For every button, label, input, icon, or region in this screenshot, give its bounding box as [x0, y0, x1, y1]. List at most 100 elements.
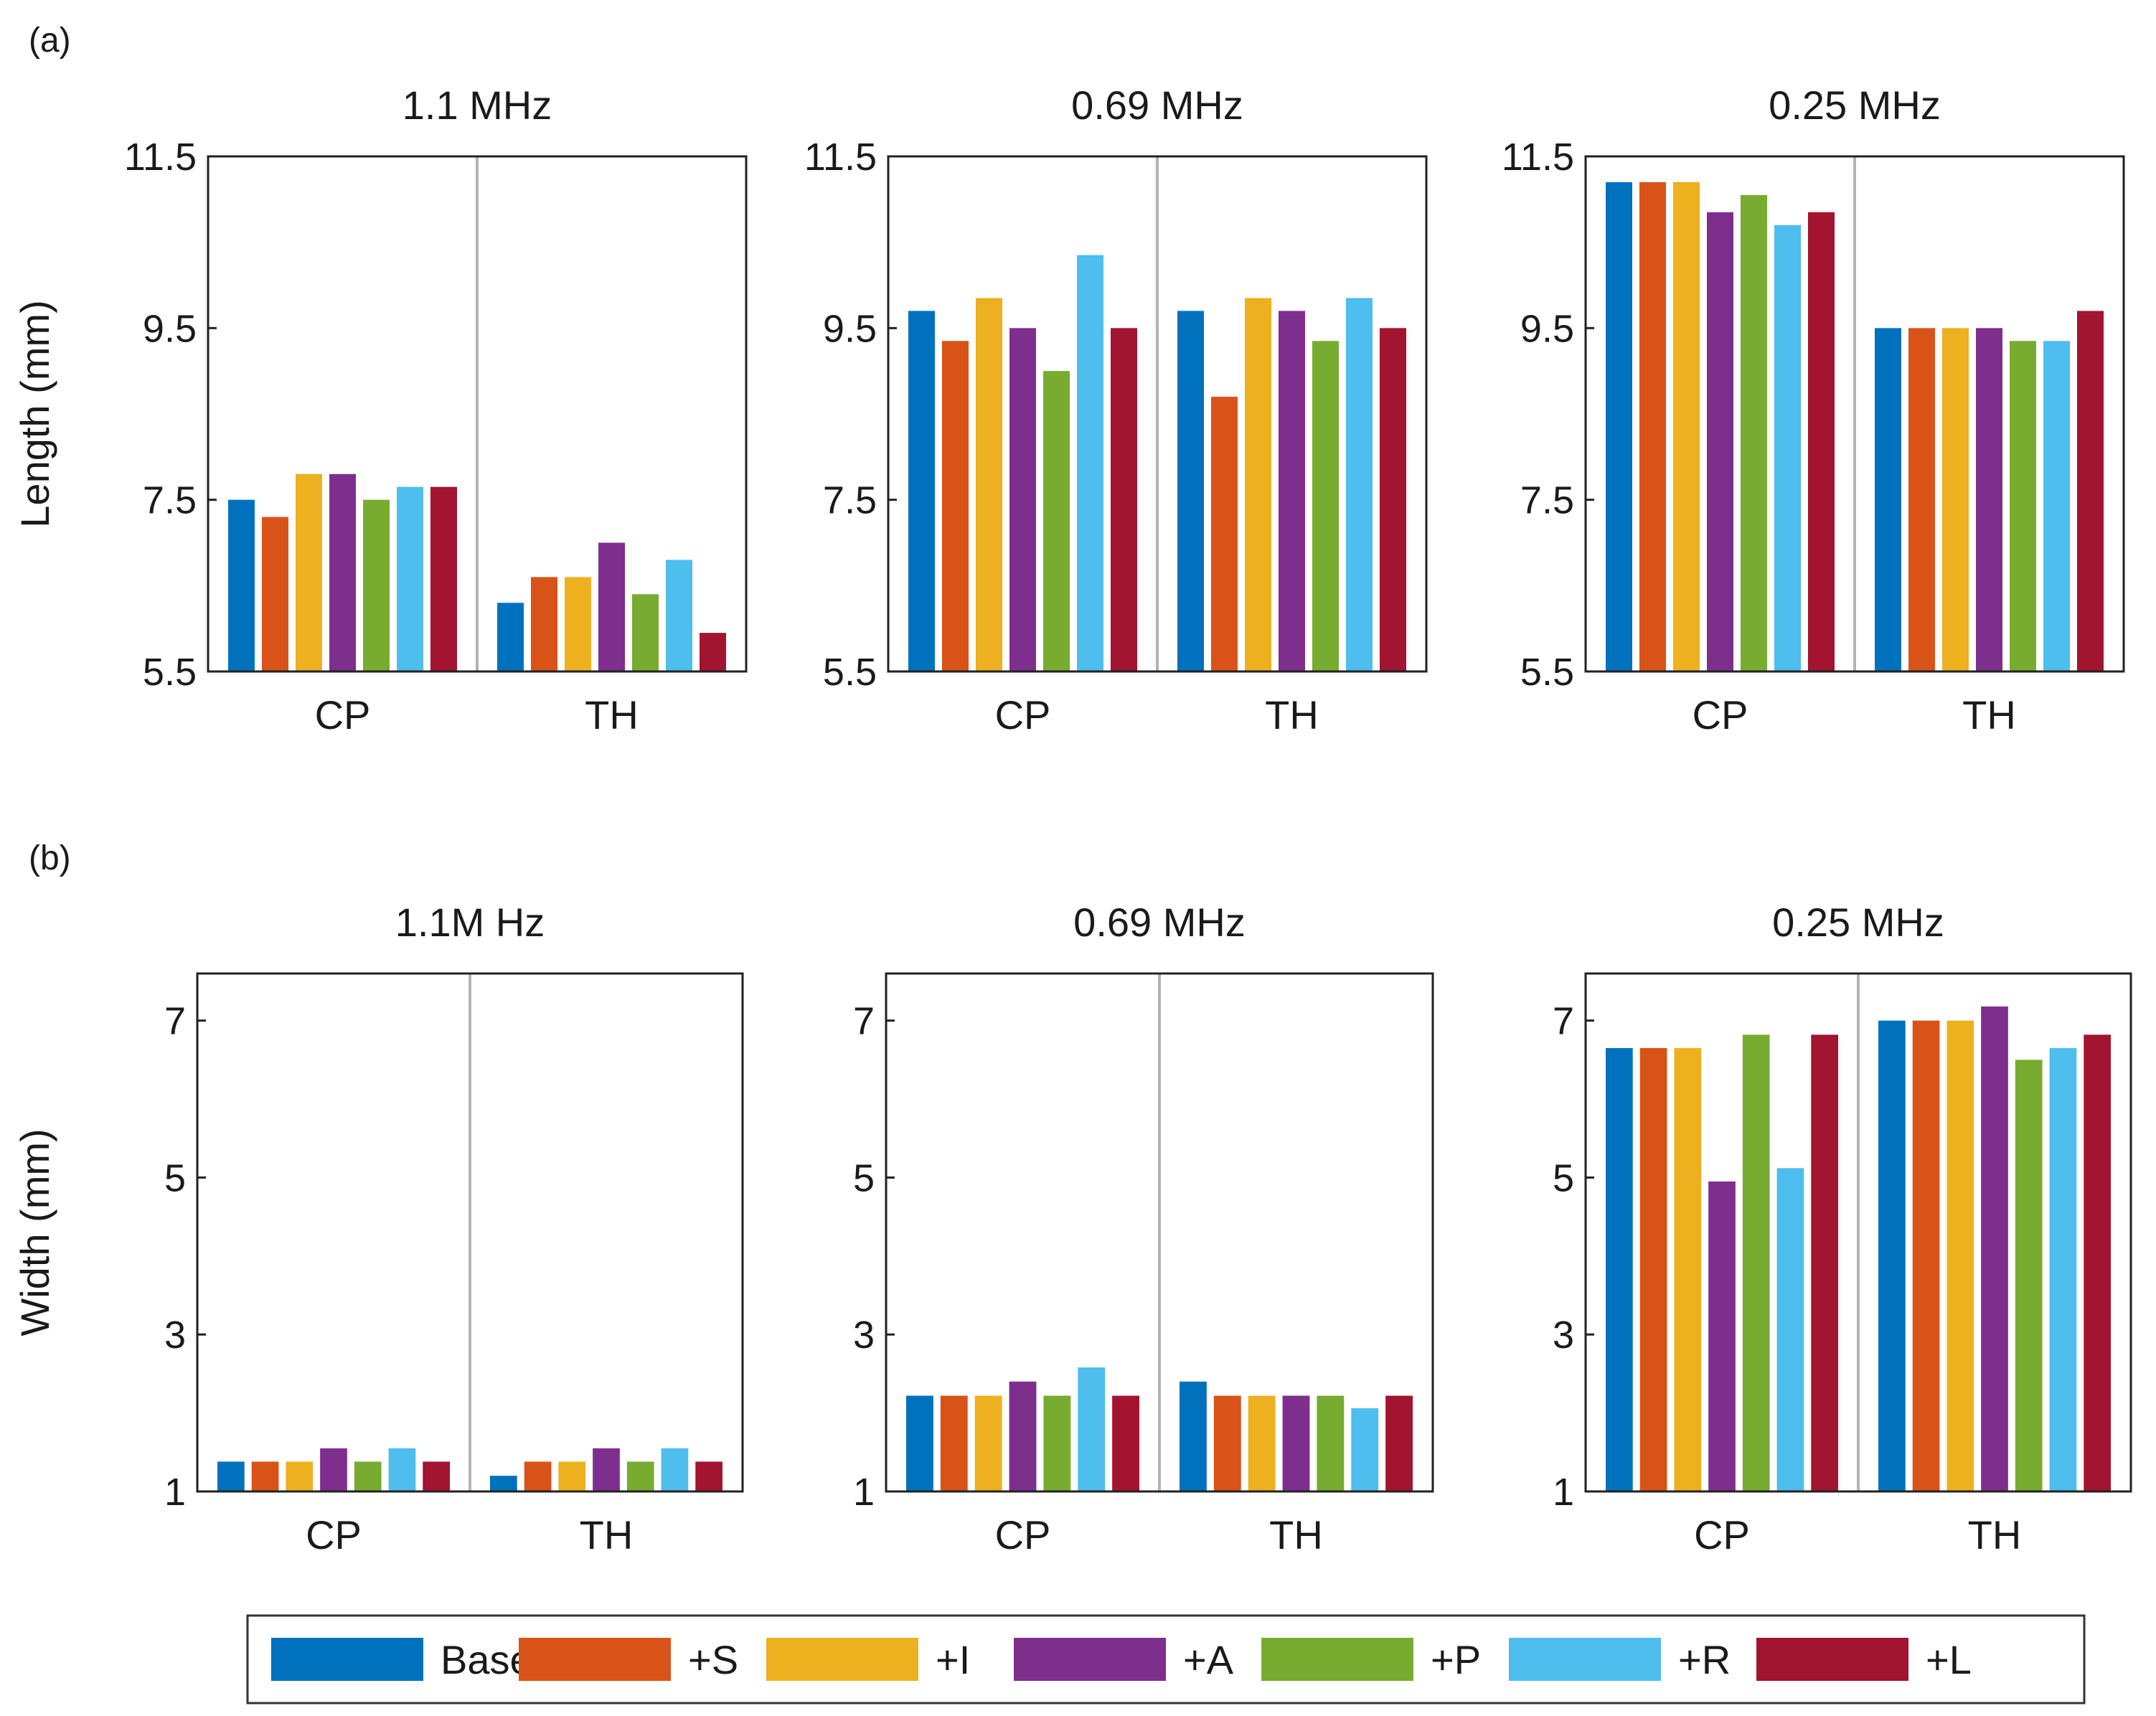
legend-swatch	[766, 1638, 918, 1681]
legend-swatch	[271, 1638, 423, 1681]
bar-cp-plus-l	[430, 486, 457, 671]
bar-th-plus-r	[2049, 1047, 2077, 1491]
bar-th-plus-i	[1942, 328, 1969, 671]
plot-frame	[207, 155, 748, 673]
bar-th-base	[1878, 1020, 1906, 1491]
y-tick-label: 5	[164, 1156, 186, 1199]
legend-swatch	[1014, 1638, 1166, 1681]
panel-a-label: (a)	[29, 22, 71, 60]
bar-th-base	[497, 603, 524, 671]
y-tick-label: 5	[853, 1156, 875, 1199]
bar-th-plus-s	[531, 577, 557, 671]
chart-b-2: CP TH 1 3 5 7 0.69 MHz	[853, 900, 1434, 1557]
bar-th-plus-a	[1981, 1006, 2008, 1491]
bar-th-plus-i	[1245, 298, 1271, 671]
legend-label: +A	[1183, 1637, 1234, 1682]
y-tick-label: 7.5	[143, 479, 197, 522]
plot-frame	[885, 972, 1434, 1493]
chart-a-2: CP TH 5.5 7.5 9.5 11.5 0.69 MHz	[804, 82, 1428, 737]
bar-cp-plus-a	[320, 1448, 347, 1491]
y-tick-label: 7	[853, 1000, 875, 1043]
x-tick-label: CP	[995, 692, 1051, 737]
x-tick-label: TH	[1962, 692, 2016, 737]
bar-cp-plus-a	[1009, 328, 1036, 671]
bar-th-plus-r	[661, 1448, 689, 1491]
legend-item-base: Base	[271, 1637, 532, 1682]
bar-th-base	[1875, 328, 1901, 671]
y-tick-label: 11.5	[124, 136, 197, 179]
plot-frame	[196, 972, 744, 1493]
bar-cp-plus-s	[942, 341, 969, 671]
bar-cp-plus-l	[1808, 212, 1835, 671]
bar-th-plus-l	[1385, 1395, 1413, 1491]
bar-cp-plus-s	[1639, 182, 1666, 671]
chart-title: 1.1M Hz	[395, 900, 545, 945]
x-tick-label: TH	[580, 1512, 634, 1557]
chart-title: 0.25 MHz	[1772, 900, 1944, 945]
y-tick-label: 11.5	[804, 136, 877, 179]
bar-th-plus-i	[565, 577, 591, 671]
chart-a-3: CP TH 5.5 7.5 9.5 11.5 0.25 MHz	[1502, 82, 2125, 737]
bar-th-plus-a	[1279, 311, 1305, 671]
bar-th-plus-p	[2010, 341, 2036, 671]
bar-th-plus-s	[524, 1461, 552, 1491]
bar-th-plus-a	[598, 542, 625, 671]
y-tick-label: 5.5	[823, 651, 877, 694]
bar-th-plus-l	[695, 1461, 722, 1491]
bar-cp-plus-s	[262, 517, 288, 671]
bar-cp-plus-s	[940, 1395, 968, 1491]
legend-item-plus-a: +A	[1014, 1637, 1234, 1682]
x-tick-label: TH	[1968, 1512, 2022, 1557]
bar-cp-plus-l	[1811, 1034, 1838, 1491]
bar-cp-base	[1606, 1047, 1633, 1491]
bar-cp-plus-l	[1111, 328, 1137, 671]
chart-a-1: CP TH 5.5 7.5 9.5 11.5 1.1 MHz Length (mm)	[12, 82, 748, 737]
x-tick-label: CP	[995, 1512, 1051, 1557]
bar-cp-plus-i	[286, 1461, 314, 1491]
legend-swatch	[519, 1638, 671, 1681]
y-axis-label: Width (mm)	[12, 1128, 57, 1336]
bar-th-base	[490, 1476, 517, 1491]
chart-title: 1.1 MHz	[403, 82, 552, 128]
x-tick-label: TH	[1269, 1512, 1323, 1557]
bar-th-plus-p	[2015, 1060, 2043, 1491]
bar-cp-plus-i	[1673, 182, 1700, 671]
legend-label: +I	[936, 1637, 970, 1682]
bar-cp-plus-r	[388, 1448, 416, 1491]
bar-cp-plus-s	[251, 1461, 279, 1491]
bar-cp-plus-r	[397, 486, 423, 671]
x-tick-label: CP	[1694, 1512, 1750, 1557]
legend-swatch	[1756, 1638, 1908, 1681]
bar-th-plus-p	[626, 1461, 654, 1491]
bar-cp-plus-i	[974, 1395, 1002, 1491]
bar-cp-base	[217, 1461, 245, 1491]
legend: Base +S +I +A +P +R +L	[246, 1614, 2086, 1705]
y-tick-label: 9.5	[823, 307, 877, 350]
legend-label: +S	[688, 1637, 738, 1682]
y-tick-label: 9.5	[1520, 307, 1574, 350]
bar-th-plus-l	[1380, 328, 1406, 671]
legend-swatch	[1509, 1638, 1661, 1681]
y-tick-label: 7	[1553, 1000, 1574, 1043]
plot-frame	[887, 155, 1428, 673]
y-tick-label: 1	[1553, 1471, 1574, 1514]
bar-cp-plus-l	[1112, 1395, 1139, 1491]
bar-th-plus-s	[1211, 397, 1238, 671]
bar-th-plus-a	[1976, 328, 2002, 671]
legend-label: +R	[1678, 1637, 1731, 1682]
y-tick-label: 5	[1553, 1156, 1574, 1199]
bar-cp-plus-r	[1077, 255, 1103, 671]
bar-th-base	[1180, 1381, 1207, 1491]
bar-th-plus-p	[632, 594, 659, 671]
y-tick-label: 5.5	[143, 651, 197, 694]
bar-cp-plus-p	[1043, 371, 1070, 671]
bar-th-plus-p	[1312, 341, 1339, 671]
legend-label: +P	[1431, 1637, 1481, 1682]
legend-label: +L	[1926, 1637, 1972, 1682]
bar-th-plus-p	[1317, 1395, 1345, 1491]
bar-th-base	[1177, 311, 1204, 671]
charts: CP TH 5.5 7.5 9.5 11.5 1.1 MHz Length (mm) CP TH 5…	[12, 82, 2132, 1557]
y-tick-label: 9.5	[143, 307, 197, 350]
y-tick-label: 7.5	[1520, 479, 1574, 522]
x-tick-label: CP	[1693, 692, 1748, 737]
